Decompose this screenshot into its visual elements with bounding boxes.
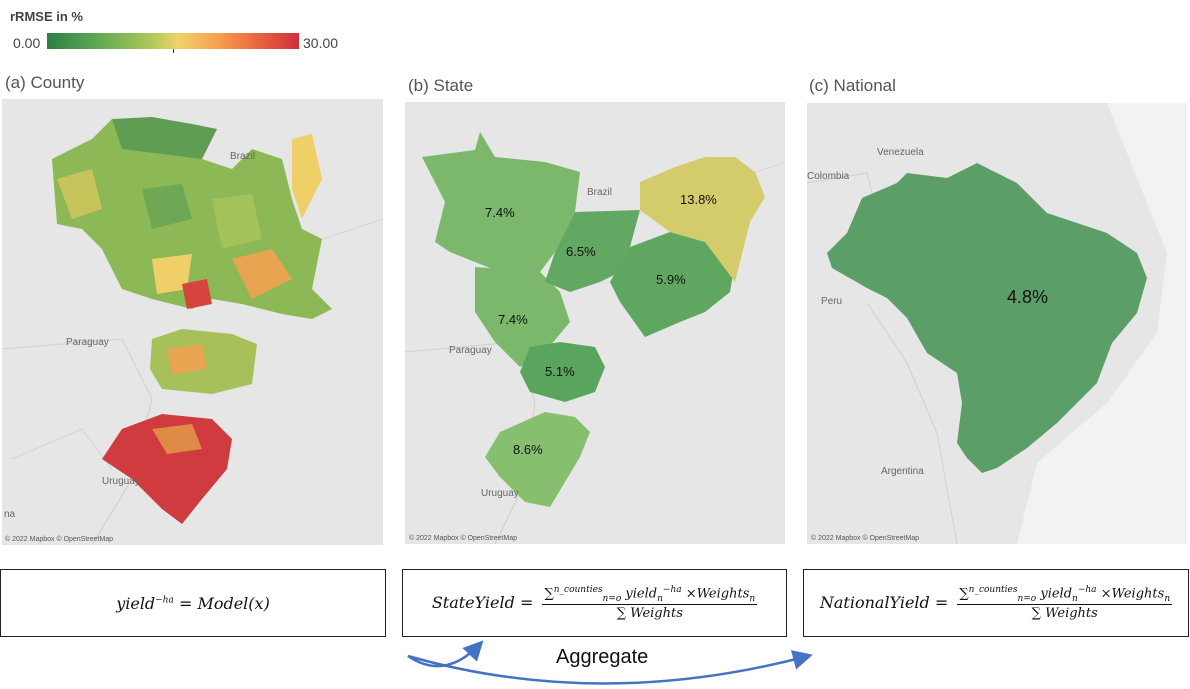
county-patch (112, 117, 217, 159)
formula-national-box: NationalYield = ∑n_countiesn=o yieldn−ha… (803, 569, 1189, 637)
county-patch (142, 184, 192, 229)
state-value-minas-gerais: 5.9% (656, 272, 686, 287)
state-value-bahia: 13.8% (680, 192, 717, 207)
county-label-uruguay: Uruguay (102, 476, 140, 487)
county-patch (212, 194, 262, 249)
aggregate-arrows (407, 640, 813, 685)
national-value: 4.8% (1007, 287, 1048, 307)
formula-national: NationalYield = ∑n_countiesn=o yieldn−ha… (819, 584, 1173, 622)
county-patch (57, 169, 102, 219)
county-patch-red (182, 279, 212, 309)
state-parana (520, 342, 605, 402)
national-attribution: © 2022 Mapbox © OpenStreetMap (811, 534, 919, 542)
state-mato-grosso (422, 132, 580, 272)
county-map: Brazil Paraguay Uruguay na © 2022 Mapbox… (2, 99, 383, 545)
national-map: 4.8% Venezuela Colombia Peru Argentina ©… (807, 103, 1187, 544)
formula-state: StateYield = ∑n_countiesn=o yieldn−ha ×W… (431, 584, 758, 622)
legend-min-label: 0.00 (13, 35, 41, 51)
state-value-mato-grosso: 7.4% (485, 205, 515, 220)
state-label-uruguay: Uruguay (481, 488, 519, 499)
national-label-colombia: Colombia (807, 171, 850, 182)
national-label-argentina: Argentina (881, 466, 924, 477)
county-label-na: na (4, 509, 16, 520)
county-patch (232, 249, 292, 299)
arrow-to-state (407, 640, 484, 668)
panel-title-state: (b) State (408, 76, 474, 95)
ocean-area (1017, 103, 1187, 544)
brazil-country (827, 163, 1147, 473)
legend-tick (173, 49, 174, 53)
county-patch (167, 344, 207, 374)
state-map: 7.4% 7.4% 6.5% 5.9% 13.8% 5.1% 8.6% Braz… (405, 102, 785, 544)
county-patch-east (292, 134, 322, 219)
state-value-mato-grosso-do-sul: 7.4% (498, 312, 528, 327)
formula-model-box: yield−ha = Model(x) (0, 569, 386, 637)
state-map-svg: 7.4% 7.4% 6.5% 5.9% 13.8% 5.1% 8.6% Braz… (405, 132, 785, 544)
state-attribution: © 2022 Mapbox © OpenStreetMap (409, 534, 517, 542)
state-label-paraguay: Paraguay (449, 345, 492, 356)
panel-title-county: (a) County (5, 73, 85, 92)
state-value-goias: 6.5% (566, 244, 596, 259)
formula-state-box: StateYield = ∑n_countiesn=o yieldn−ha ×W… (402, 569, 787, 637)
county-attribution: © 2022 Mapbox © OpenStreetMap (5, 535, 113, 543)
aggregate-label: Aggregate (556, 646, 649, 668)
national-label-venezuela: Venezuela (877, 147, 924, 158)
county-label-brazil: Brazil (230, 151, 255, 162)
state-label-brazil: Brazil (587, 187, 612, 198)
legend-max-label: 30.00 (303, 35, 339, 51)
state-value-parana: 5.1% (545, 364, 575, 379)
state-bahia (640, 157, 765, 282)
panel-title-national: (c) National (809, 76, 896, 95)
county-region-rs (102, 414, 232, 524)
national-label-peru: Peru (821, 296, 842, 307)
formula-model: yield−ha = Model(x) (116, 593, 270, 613)
county-patch (152, 424, 202, 454)
state-value-rio-grande-do-sul: 8.6% (513, 442, 543, 457)
arrow-to-national (407, 650, 813, 685)
state-rio-grande-do-sul (485, 412, 590, 507)
legend-color-scale (47, 33, 299, 49)
state-mato-grosso-do-sul (475, 267, 570, 367)
national-map-svg: 4.8% Venezuela Colombia Peru Argentina ©… (807, 103, 1187, 544)
county-label-paraguay: Paraguay (66, 337, 109, 348)
legend-title: rRMSE in % (10, 9, 83, 24)
county-map-svg: Brazil Paraguay Uruguay na © 2022 Mapbox… (2, 117, 383, 545)
state-minas-gerais (610, 232, 735, 337)
